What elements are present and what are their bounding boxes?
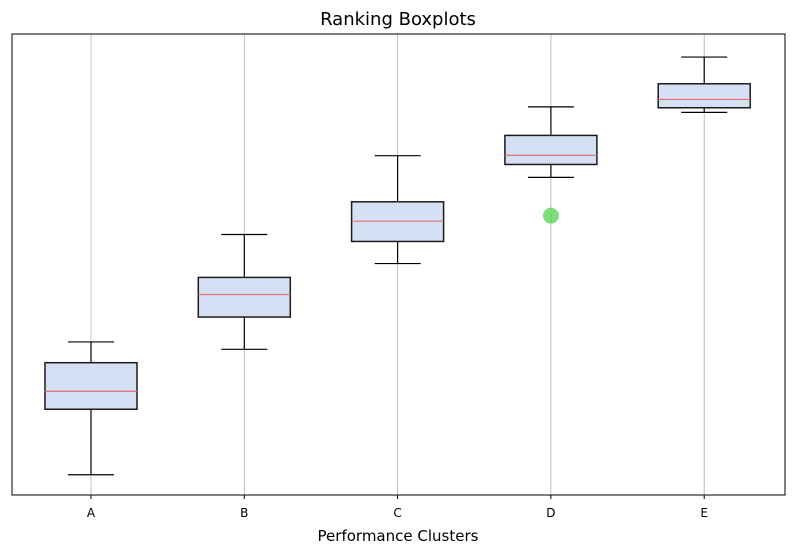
plot-frame bbox=[11, 33, 786, 496]
ticks-layer: A B C D E bbox=[87, 495, 708, 520]
box-group-C bbox=[350, 155, 445, 265]
box-group-A bbox=[44, 341, 138, 476]
outlier-D-0 bbox=[542, 207, 559, 224]
x-tick-label-A: A bbox=[87, 506, 96, 520]
x-tick-label-B: B bbox=[240, 506, 248, 520]
x-tick-label-D: D bbox=[546, 506, 555, 520]
box-group-B bbox=[197, 233, 292, 350]
chart-title: Ranking Boxplots bbox=[320, 9, 476, 30]
box-group-D bbox=[504, 106, 598, 224]
box-B bbox=[197, 276, 292, 318]
x-tick-label-C: C bbox=[393, 506, 401, 520]
box-group-E bbox=[657, 56, 751, 113]
x-axis-label: Performance Clusters bbox=[318, 527, 479, 545]
grid-layer bbox=[90, 34, 705, 495]
box-E bbox=[657, 83, 751, 109]
boxes-layer bbox=[44, 56, 751, 476]
box-A bbox=[44, 361, 138, 411]
x-tick-label-E: E bbox=[700, 506, 708, 520]
box-D bbox=[504, 134, 598, 166]
